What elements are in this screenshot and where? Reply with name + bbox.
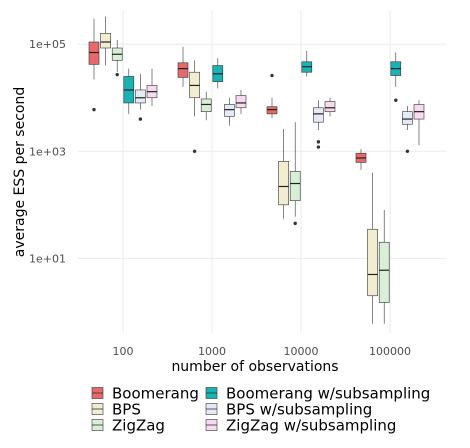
box [88, 41, 100, 65]
y-tick-label: 1e+01 [29, 252, 66, 265]
outlier-point [405, 149, 410, 153]
box [289, 171, 301, 201]
series-zigzag-w-subsampling [146, 68, 425, 146]
legend-key: BPS w/subsampling [205, 401, 372, 419]
outlier-point [316, 145, 321, 149]
legend-key: Boomerang [91, 385, 199, 403]
y-tick-label: 1e+05 [29, 38, 66, 51]
outlier-point [316, 140, 321, 144]
box-groups [88, 16, 425, 324]
x-tick-label: 100000 [369, 345, 411, 358]
legend-key: Boomerang w/subsampling [205, 385, 430, 403]
outlier-point [115, 72, 119, 77]
outlier-point [293, 221, 297, 226]
x-tick-label: 1000 [198, 345, 226, 358]
box [200, 98, 212, 112]
x-axis: 100 1000 10000 100000 [113, 345, 412, 358]
legend-label: BPS w/subsampling [226, 401, 372, 419]
box [135, 89, 146, 104]
y-tick-label: 1e+03 [29, 145, 66, 158]
box [177, 62, 189, 78]
series-zigzag [111, 39, 390, 324]
series-bps [100, 16, 378, 324]
box [224, 104, 235, 117]
outlier-point [394, 98, 398, 102]
outlier-point [192, 149, 197, 153]
series-boomerang-w-subsampling [123, 50, 402, 114]
x-axis-title: number of observations [171, 359, 338, 375]
box [324, 101, 336, 112]
box [278, 161, 289, 206]
legend-label: Boomerang [112, 385, 199, 403]
legend-key: BPS [91, 401, 141, 419]
legend-key: ZigZag [91, 417, 165, 435]
grid-lines [78, 10, 447, 333]
legend-label: ZigZag w/subsampling [226, 417, 396, 435]
x-tick-label: 100 [113, 345, 134, 358]
box [378, 241, 390, 303]
x-tick-label: 10000 [284, 345, 319, 358]
box [266, 106, 278, 115]
outlier-point [138, 117, 143, 121]
outlier-point [92, 107, 96, 112]
outlier-point [270, 73, 274, 78]
legend-key: ZigZag w/subsampling [205, 417, 396, 435]
box [235, 95, 247, 109]
y-axis: 1e+01 1e+03 1e+05 [29, 38, 66, 265]
legend-label: ZigZag [112, 417, 165, 435]
box [402, 111, 413, 125]
box [100, 33, 111, 49]
box [367, 228, 378, 297]
series-boomerang [88, 18, 367, 170]
box [313, 107, 324, 123]
legend-label: Boomerang w/subsampling [226, 385, 430, 403]
legend-label: BPS [112, 401, 141, 419]
series-bps-w-subsampling [135, 73, 413, 153]
y-axis-title: average ESS per second [12, 87, 28, 257]
